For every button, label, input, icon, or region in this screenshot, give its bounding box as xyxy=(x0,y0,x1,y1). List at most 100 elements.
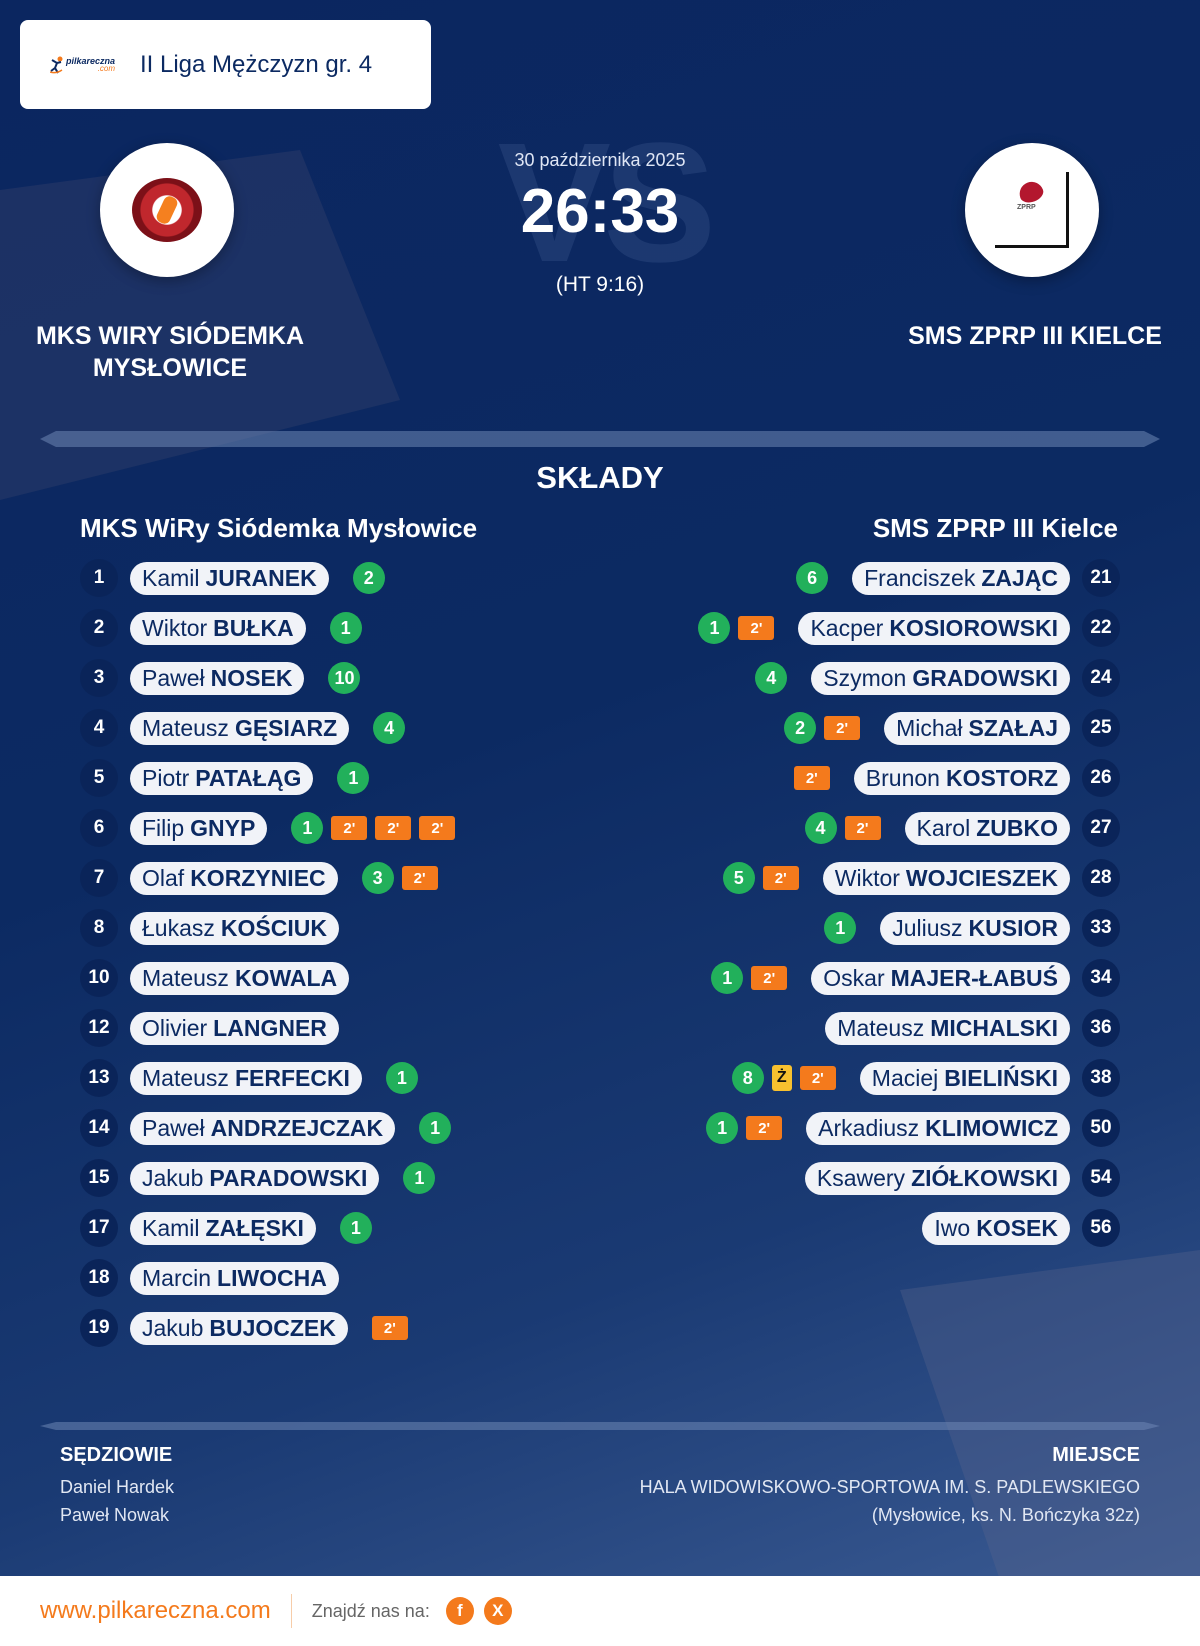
match-card: VS pilkareczna .com II Liga Mężczyzn gr. … xyxy=(0,0,1200,1576)
player-last-name: KOSTORZ xyxy=(945,764,1058,791)
goals-badge: 1 xyxy=(706,1112,739,1144)
player-row: 15 Jakub PARADOWSKI 1 xyxy=(80,1153,600,1203)
player-last-name: ZAJĄC xyxy=(981,564,1058,591)
player-last-name: NOSEK xyxy=(210,664,293,691)
player-stats: 2' xyxy=(793,766,830,790)
player-stats: 1 xyxy=(337,762,370,794)
player-name: Kacper KOSIOROWSKI xyxy=(798,611,1070,645)
divider xyxy=(40,431,1160,447)
home-squad-title: MKS WiRy Siódemka Mysłowice xyxy=(80,513,478,543)
suspension-badge: 2' xyxy=(799,1066,836,1090)
suspension-badge: 2' xyxy=(375,816,412,840)
jersey-number: 8 xyxy=(80,909,118,947)
facebook-icon[interactable]: f xyxy=(445,1597,474,1625)
lineups-title: SKŁADY xyxy=(536,460,664,495)
player-name: Mateusz GĘSIARZ xyxy=(130,711,350,745)
player-name: Maciej BIELIŃSKI xyxy=(859,1061,1070,1095)
suspension-badge: 2' xyxy=(762,866,799,890)
goals-badge: 4 xyxy=(373,712,406,744)
player-row: 18 Marcin LIWOCHA xyxy=(80,1253,600,1303)
away-squad-title: SMS ZPRP III Kielce xyxy=(872,513,1118,543)
jersey-number: 5 xyxy=(80,759,118,797)
player-name: Oskar MAJER-ŁABUŚ xyxy=(811,961,1070,995)
jersey-number: 15 xyxy=(80,1159,118,1197)
referee-name: Daniel Hardek xyxy=(60,1477,175,1497)
player-stats: 4 xyxy=(373,712,406,744)
player-last-name: JURANEK xyxy=(205,564,317,591)
player-first-name: Paweł xyxy=(142,664,205,691)
player-name: Brunon KOSTORZ xyxy=(853,761,1070,795)
away-crest-icon: ZPRP xyxy=(995,172,1069,248)
suspension-badge: 2' xyxy=(844,816,881,840)
player-first-name: Olaf xyxy=(142,864,185,891)
away-team-logo: ZPRP xyxy=(965,143,1099,277)
player-first-name: Szymon xyxy=(823,664,907,691)
player-stats: 1 xyxy=(385,1062,418,1094)
player-stats: 4 xyxy=(755,662,788,694)
player-first-name: Brunon xyxy=(865,764,940,791)
jersey-number: 12 xyxy=(80,1009,118,1047)
final-score: 26:33 xyxy=(520,177,680,246)
player-last-name: ZAŁĘSKI xyxy=(205,1214,304,1241)
player-stats: 2' xyxy=(371,1316,408,1340)
player-stats: 1 2' xyxy=(698,612,775,644)
jersey-number: 54 xyxy=(1082,1159,1120,1197)
player-name: Jakub PARADOWSKI xyxy=(130,1161,380,1195)
match-date: 30 października 2025 xyxy=(514,150,686,170)
player-first-name: Juliusz xyxy=(892,914,963,941)
player-last-name: KORZYNIEC xyxy=(190,864,326,891)
player-row: 4 2' Karol ZUBKO 27 xyxy=(560,803,1120,853)
jersey-number: 13 xyxy=(80,1059,118,1097)
goals-badge: 4 xyxy=(755,662,788,694)
goals-badge: 1 xyxy=(419,1112,452,1144)
player-last-name: ZIÓŁKOWSKI xyxy=(911,1164,1058,1191)
player-first-name: Maciej xyxy=(871,1064,939,1091)
player-first-name: Mateusz xyxy=(142,714,229,741)
player-stats: 3 2' xyxy=(361,862,438,894)
goals-badge: 2 xyxy=(784,712,817,744)
player-row: 5 2' Wiktor WOJCIESZEK 28 xyxy=(560,853,1120,903)
pilkareczna-logo-icon: pilkareczna .com xyxy=(50,53,120,77)
player-stats: 1 2' 2' 2' xyxy=(291,812,456,844)
player-name: Karol ZUBKO xyxy=(904,811,1070,845)
player-first-name: Mateusz xyxy=(837,1014,925,1041)
player-row: 13 Mateusz FERFECKI 1 xyxy=(80,1053,600,1103)
suspension-badge: 2' xyxy=(746,1116,783,1140)
home-team-name: MKS WIRY SIÓDEMKA MYSŁOWICE xyxy=(35,322,305,382)
player-stats: 1 xyxy=(339,1212,372,1244)
halftime-score: (HT 9:16) xyxy=(555,273,645,296)
website-link[interactable]: www.pilkareczna.com xyxy=(40,1597,271,1624)
player-row: 19 Jakub BUJOCZEK 2' xyxy=(80,1303,600,1353)
player-last-name: ZUBKO xyxy=(976,814,1058,841)
player-stats: 4 2' xyxy=(804,812,881,844)
x-icon[interactable]: X xyxy=(483,1597,512,1625)
player-row: 1 2' Arkadiusz KLIMOWICZ 50 xyxy=(560,1103,1120,1153)
suspension-badge: 2' xyxy=(419,816,456,840)
yellow-card-badge: Ż xyxy=(771,1065,792,1091)
footer: www.pilkareczna.com Znajdź nas na: f X xyxy=(0,1576,1200,1646)
player-stats: 1 xyxy=(329,612,362,644)
jersey-number: 26 xyxy=(1082,759,1120,797)
player-last-name: SZAŁAJ xyxy=(968,714,1058,741)
player-row: 6 Franciszek ZAJĄC 21 xyxy=(560,553,1120,603)
player-last-name: KOŚCIUK xyxy=(220,914,327,941)
jersey-number: 22 xyxy=(1082,609,1120,647)
player-name: Piotr PATAŁĄG xyxy=(130,761,314,795)
home-team-logo xyxy=(100,143,234,277)
player-first-name: Paweł xyxy=(142,1114,205,1141)
jersey-number: 25 xyxy=(1082,709,1120,747)
venue-title: MIEJSCE xyxy=(1052,1444,1140,1466)
suspension-badge: 2' xyxy=(738,616,775,640)
player-last-name: MICHALSKI xyxy=(930,1014,1058,1041)
away-roster: 6 Franciszek ZAJĄC 21 1 2' Kacper KOSIOROWSKI 22… xyxy=(560,553,1120,1253)
player-name: Paweł NOSEK xyxy=(130,661,305,695)
jersey-number: 1 xyxy=(80,559,118,597)
find-us-label: Znajdź nas na: xyxy=(311,1600,430,1621)
player-stats: 1 xyxy=(419,1112,452,1144)
jersey-number: 14 xyxy=(80,1109,118,1147)
player-first-name: Kamil xyxy=(142,1214,200,1241)
player-stats: 1 xyxy=(824,912,857,944)
footer-separator xyxy=(290,1594,292,1628)
player-row: 3 Paweł NOSEK 10 xyxy=(80,653,600,703)
player-last-name: GĘSIARZ xyxy=(234,714,338,741)
